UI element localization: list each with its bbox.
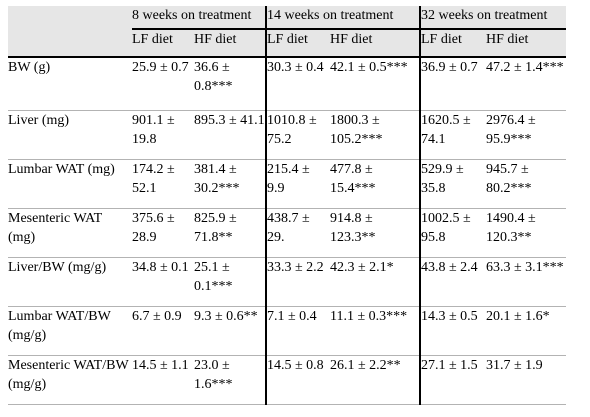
table-cell: 1002.5 ± 95.8 bbox=[419, 208, 486, 258]
table-row: Lumbar WAT/BW (mg/g) 6.7 ± 0.9 9.3 ± 0.6**… bbox=[8, 306, 566, 356]
table-cell: 381.4 ± 30.2*** bbox=[194, 159, 266, 209]
table-cell: 477.8 ± 15.4*** bbox=[330, 159, 420, 209]
table-cell: 901.1 ± 19.8 bbox=[132, 110, 194, 160]
row-label: Liver (mg) bbox=[8, 110, 132, 160]
table-cell: 26.1 ± 2.2** bbox=[330, 355, 420, 405]
table-cell: 63.3 ± 3.1*** bbox=[486, 257, 566, 307]
table-cell: 1620.5 ± 74.1 bbox=[419, 110, 486, 160]
table-cell: 14.3 ± 0.5 bbox=[419, 306, 486, 356]
group-header-8-weeks: 8 weeks on treatment bbox=[132, 6, 266, 30]
table-cell: 14.5 ± 0.8 bbox=[265, 355, 330, 405]
row-label: BW (g) bbox=[8, 57, 132, 111]
row-label: Lumbar WAT/BW (mg/g) bbox=[8, 306, 132, 356]
table-cell: 36.9 ± 0.7 bbox=[419, 57, 486, 111]
table-cell: 36.6 ± 0.8*** bbox=[194, 57, 266, 111]
table-row: Lumbar WAT (mg) 174.2 ± 52.1 381.4 ± 30.2*… bbox=[8, 159, 566, 209]
table-cell: 914.8 ± 123.3** bbox=[330, 208, 420, 258]
table-row: Mesenteric WAT/BW (mg/g) 14.5 ± 1.1 23.0 ±… bbox=[8, 355, 566, 405]
table-cell: 529.9 ± 35.8 bbox=[419, 159, 486, 209]
group-header-14-weeks: 14 weeks on treatment bbox=[265, 6, 420, 30]
subheader-32w-lf: LF diet bbox=[419, 29, 486, 58]
table-cell: 25.9 ± 0.7 bbox=[132, 57, 194, 111]
table-cell: 25.1 ± 0.1*** bbox=[194, 257, 266, 307]
table-cell: 375.6 ± 28.9 bbox=[132, 208, 194, 258]
table-cell: 1800.3 ± 105.2*** bbox=[330, 110, 420, 160]
subheader-8w-lf: LF diet bbox=[132, 29, 194, 58]
table-row: BW (g) 25.9 ± 0.7 36.6 ± 0.8*** 30.3 ± 0.4 4… bbox=[8, 57, 566, 111]
subheader-8w-hf: HF diet bbox=[194, 29, 266, 58]
table-cell: 31.7 ± 1.9 bbox=[486, 355, 566, 405]
row-label: Mesenteric WAT/BW (mg/g) bbox=[8, 355, 132, 405]
table-cell: 2976.4 ± 95.9*** bbox=[486, 110, 566, 160]
table-cell: 33.3 ± 2.2 bbox=[265, 257, 330, 307]
table-cell: 438.7 ± 29. bbox=[265, 208, 330, 258]
table-cell: 47.2 ± 1.4*** bbox=[486, 57, 566, 111]
diet-header-row: LF diet HF diet LF diet HF diet LF diet … bbox=[8, 29, 566, 58]
table-cell: 215.4 ± 9.9 bbox=[265, 159, 330, 209]
table-cell: 30.3 ± 0.4 bbox=[265, 57, 330, 111]
table-cell: 20.1 ± 1.6* bbox=[486, 306, 566, 356]
table-cell: 7.1 ± 0.4 bbox=[265, 306, 330, 356]
table-row: Mesenteric WAT (mg) 375.6 ± 28.9 825.9 ± 7… bbox=[8, 208, 566, 258]
table-cell: 1010.8 ± 75.2 bbox=[265, 110, 330, 160]
header-corner-cell-2 bbox=[8, 29, 132, 58]
table-row: Liver (mg) 901.1 ± 19.8 895.3 ± 41.1 1010.8… bbox=[8, 110, 566, 160]
table-cell: 895.3 ± 41.1 bbox=[194, 110, 266, 160]
table-cell: 174.2 ± 52.1 bbox=[132, 159, 194, 209]
table-body: BW (g) 25.9 ± 0.7 36.6 ± 0.8*** 30.3 ± 0.4 4… bbox=[8, 57, 566, 405]
subheader-32w-hf: HF diet bbox=[486, 29, 566, 58]
table-cell: 6.7 ± 0.9 bbox=[132, 306, 194, 356]
table-cell: 23.0 ± 1.6*** bbox=[194, 355, 266, 405]
subheader-14w-lf: LF diet bbox=[265, 29, 330, 58]
results-table: 8 weeks on treatment 14 weeks on treatme… bbox=[8, 6, 566, 405]
group-header-32-weeks: 32 weeks on treatment bbox=[419, 6, 566, 30]
table-cell: 34.8 ± 0.1 bbox=[132, 257, 194, 307]
table-cell: 27.1 ± 1.5 bbox=[419, 355, 486, 405]
table-cell: 42.1 ± 0.5*** bbox=[330, 57, 420, 111]
row-label: Mesenteric WAT (mg) bbox=[8, 208, 132, 258]
table-cell: 1490.4 ± 120.3** bbox=[486, 208, 566, 258]
subheader-14w-hf: HF diet bbox=[330, 29, 420, 58]
table-cell: 825.9 ± 71.8** bbox=[194, 208, 266, 258]
header-corner-cell bbox=[8, 6, 132, 29]
table-cell: 11.1 ± 0.3*** bbox=[330, 306, 420, 356]
table-cell: 43.8 ± 2.4 bbox=[419, 257, 486, 307]
table-cell: 945.7 ± 80.2*** bbox=[486, 159, 566, 209]
table-cell: 42.3 ± 2.1* bbox=[330, 257, 420, 307]
table-row: Liver/BW (mg/g) 34.8 ± 0.1 25.1 ± 0.1*** 33… bbox=[8, 257, 566, 307]
row-label: Liver/BW (mg/g) bbox=[8, 257, 132, 307]
group-header-row: 8 weeks on treatment 14 weeks on treatme… bbox=[8, 6, 566, 30]
table-cell: 9.3 ± 0.6** bbox=[194, 306, 266, 356]
row-label: Lumbar WAT (mg) bbox=[8, 159, 132, 209]
table-cell: 14.5 ± 1.1 bbox=[132, 355, 194, 405]
